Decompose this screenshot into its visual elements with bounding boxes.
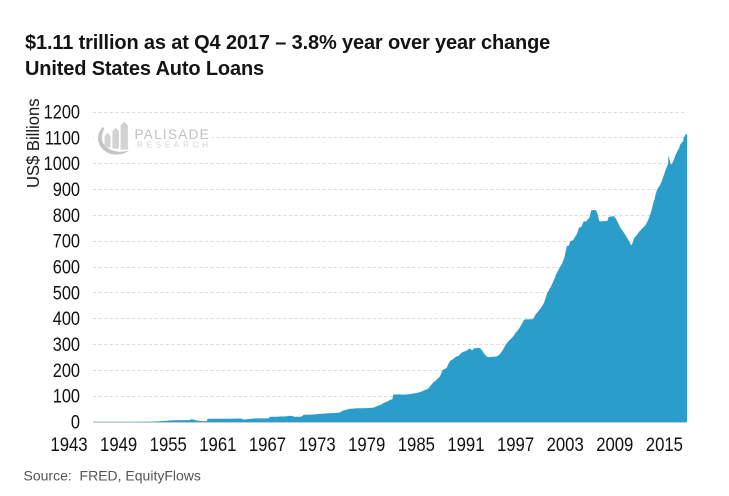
svg-text:1200: 1200 [44, 101, 80, 122]
svg-text:0: 0 [71, 411, 80, 432]
svg-text:1961: 1961 [199, 434, 236, 455]
svg-text:US$ Billions: US$ Billions [24, 98, 43, 188]
svg-text:100: 100 [53, 386, 80, 407]
svg-text:1997: 1997 [497, 434, 534, 455]
svg-text:1991: 1991 [447, 434, 484, 455]
svg-text:2009: 2009 [596, 434, 633, 455]
svg-text:1100: 1100 [45, 127, 80, 148]
svg-text:1000: 1000 [44, 153, 80, 174]
svg-text:2003: 2003 [547, 434, 584, 455]
svg-text:$1.11 trillion as at Q4 2017 –: $1.11 trillion as at Q4 2017 – 3.8% year… [25, 32, 550, 54]
svg-text:600: 600 [53, 256, 80, 277]
svg-text:1955: 1955 [150, 434, 187, 455]
svg-text:1943: 1943 [50, 434, 87, 455]
svg-text:RESEARCH: RESEARCH [137, 140, 212, 149]
svg-text:1985: 1985 [398, 434, 435, 455]
svg-text:1973: 1973 [299, 434, 336, 455]
svg-text:2015: 2015 [646, 434, 683, 455]
svg-text:700: 700 [53, 231, 80, 252]
svg-text:300: 300 [53, 334, 80, 355]
svg-text:1979: 1979 [348, 434, 385, 455]
svg-text:PALISADE: PALISADE [135, 127, 210, 142]
svg-text:1967: 1967 [249, 434, 286, 455]
svg-text:Source: FRED, EquityFlows: Source: FRED, EquityFlows [24, 468, 201, 484]
svg-text:400: 400 [53, 308, 80, 329]
svg-text:500: 500 [53, 282, 80, 303]
svg-text:900: 900 [53, 179, 80, 200]
svg-text:200: 200 [53, 360, 80, 381]
svg-text:1949: 1949 [100, 434, 137, 455]
svg-text:800: 800 [53, 205, 80, 226]
svg-text:United States Auto Loans: United States Auto Loans [25, 58, 264, 80]
